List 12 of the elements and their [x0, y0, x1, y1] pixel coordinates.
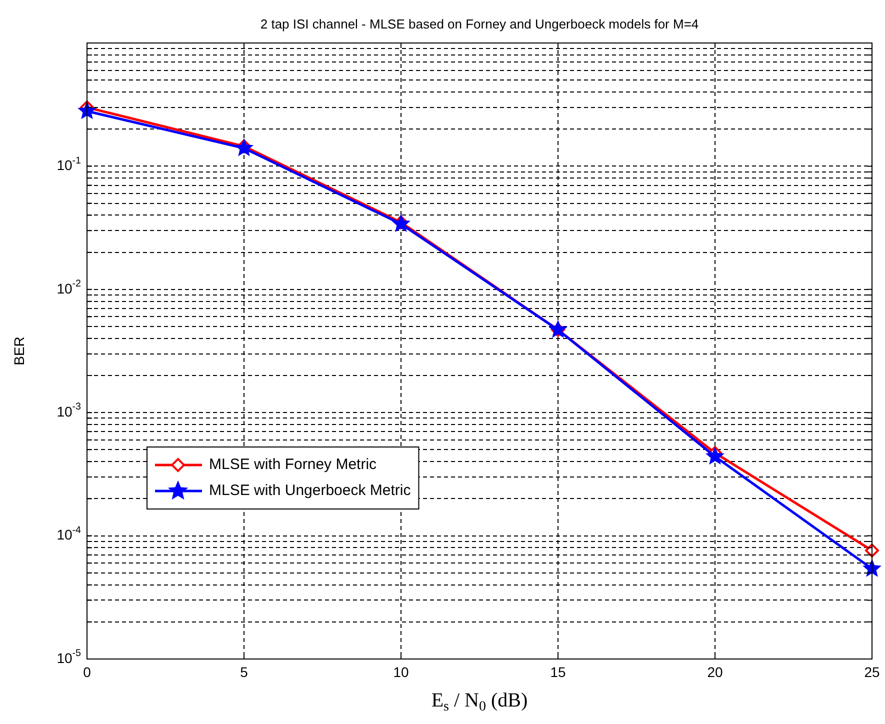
point — [706, 448, 724, 464]
point — [78, 102, 96, 118]
y-axis-title: BER — [10, 336, 27, 366]
x-tick-label: 0 — [83, 664, 92, 680]
x-tick-label: 25 — [864, 664, 880, 680]
chart-title: 2 tap ISI channel - MLSE based on Forney and Ungerboeck models for M=4 — [260, 16, 699, 32]
x-tick-label: 20 — [707, 664, 723, 680]
x-tick-label: 5 — [240, 664, 248, 680]
x-tick-label: 15 — [550, 664, 566, 680]
legend-label: MLSE with Ungerboeck Metric — [209, 482, 412, 500]
x-tick-label: 10 — [393, 664, 409, 680]
legend-label: MLSE with Forney Metric — [209, 456, 378, 474]
